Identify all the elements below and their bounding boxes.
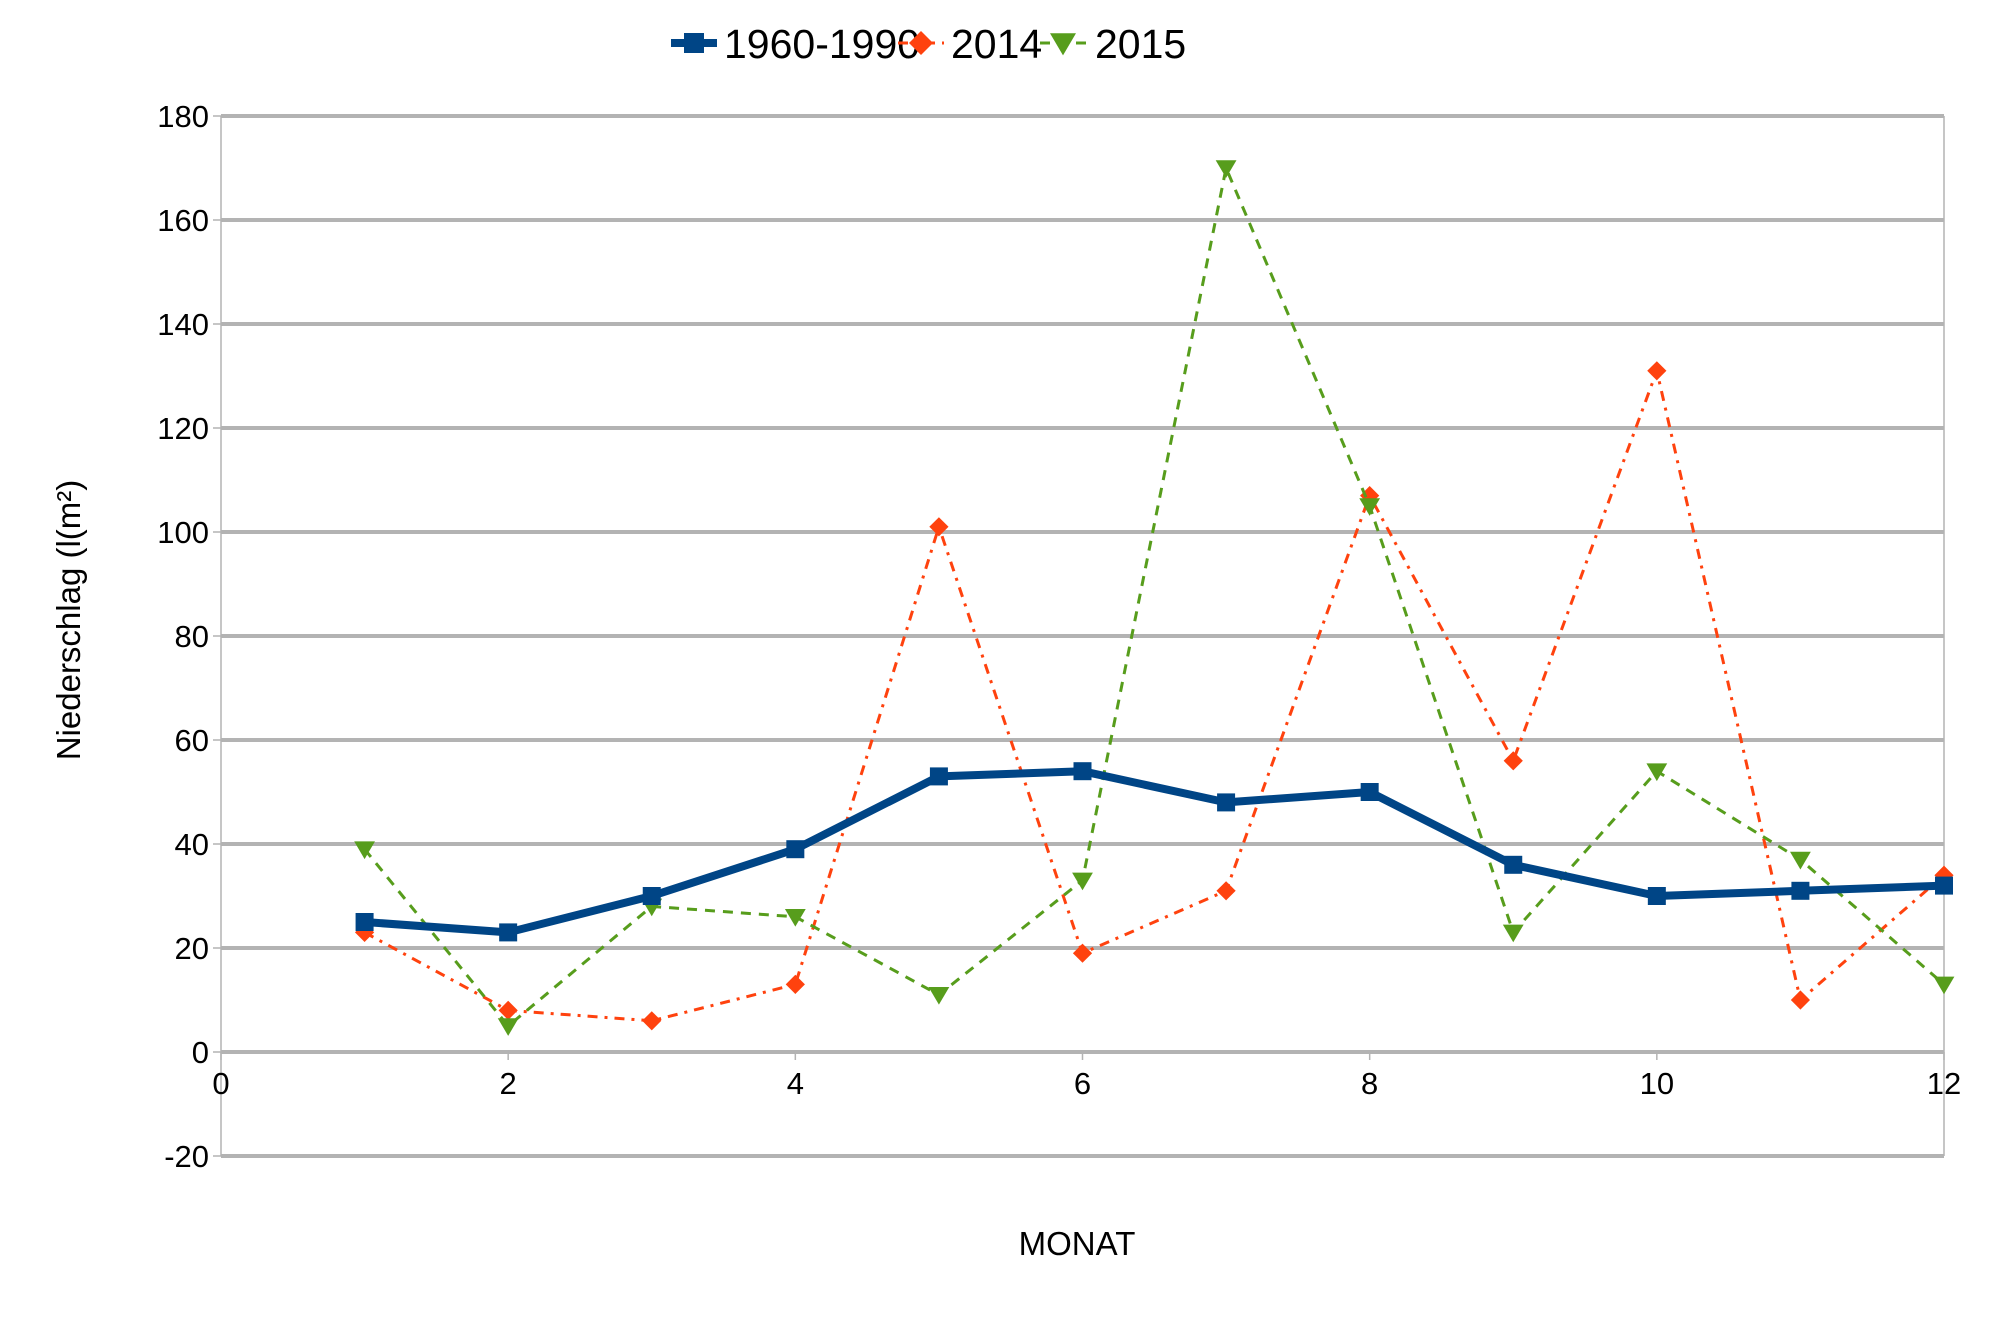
- x-tick-label: 2: [500, 1066, 517, 1101]
- x-tick-label: 12: [1927, 1066, 1961, 1101]
- y-tick-label: 60: [175, 723, 209, 758]
- data-point: [642, 1011, 662, 1031]
- y-tick-labels: -20 0 20 40 60 80 100 120 140 160 180: [157, 99, 209, 1174]
- x-axis-title: MONAT: [1019, 1225, 1136, 1262]
- series-2015: [354, 160, 1955, 1036]
- data-point: [499, 923, 518, 942]
- series-2014: [354, 361, 1954, 1031]
- x-tick-label: 8: [1361, 1066, 1378, 1101]
- y-tick-label: 80: [175, 619, 209, 654]
- data-point: [1790, 990, 1811, 1010]
- data-point: [1504, 855, 1523, 874]
- legend: 1960-1990 2014 2015: [671, 21, 1186, 67]
- series-1960-1990: [355, 762, 1953, 942]
- legend-item: 1960-1990: [671, 21, 920, 67]
- data-point: [1360, 783, 1379, 801]
- x-tick-labels: 0 2 4 6 8 10 12: [212, 1066, 1961, 1101]
- data-point: [785, 974, 805, 994]
- data-point: [1072, 943, 1093, 963]
- series-line: [363, 369, 1945, 1023]
- x-tick-label: 6: [1074, 1066, 1091, 1101]
- data-point: [355, 913, 374, 931]
- y-tick-label: 20: [175, 931, 209, 966]
- legend-marker: [684, 33, 704, 53]
- data-point: [1073, 762, 1092, 781]
- data-point: [497, 1018, 519, 1036]
- legend-label: 2014: [951, 21, 1042, 67]
- data-point: [1216, 881, 1236, 901]
- data-point: [1934, 865, 1954, 885]
- data-point: [1502, 924, 1524, 943]
- data-point: [1646, 763, 1668, 782]
- data-point: [498, 1000, 518, 1020]
- series-line: [364, 767, 1945, 937]
- y-tick-label: 180: [157, 99, 209, 134]
- series-group: [354, 160, 1955, 1036]
- data-point: [786, 840, 805, 859]
- data-point: [1503, 751, 1523, 771]
- data-point: [1935, 876, 1953, 895]
- data-point: [1933, 976, 1955, 995]
- data-point: [1217, 793, 1236, 812]
- y-tick-label: 100: [157, 515, 209, 550]
- y-tick-label: -20: [164, 1139, 209, 1174]
- legend-label: 2015: [1095, 21, 1186, 67]
- data-point: [642, 887, 661, 905]
- data-point: [928, 987, 950, 1005]
- data-point: [784, 909, 806, 927]
- data-point: [1359, 498, 1381, 516]
- data-point: [929, 767, 948, 786]
- data-point: [1647, 361, 1667, 381]
- legend-label: 1960-1990: [724, 21, 920, 67]
- legend-marker: [1050, 33, 1076, 56]
- data-point: [1790, 851, 1811, 870]
- data-point: [1791, 881, 1810, 900]
- data-point: [1647, 887, 1666, 905]
- y-tick-label: 120: [157, 411, 209, 446]
- y-tick-label: 140: [157, 307, 209, 342]
- legend-marker: [909, 31, 933, 55]
- x-tick-label: 4: [787, 1066, 804, 1101]
- x-tick-label: 10: [1640, 1066, 1674, 1101]
- x-tick-label: 0: [212, 1066, 229, 1101]
- data-point: [1215, 160, 1237, 178]
- y-tick-label: 160: [157, 203, 209, 238]
- legend-item: 2015: [1040, 21, 1186, 67]
- data-point: [1072, 872, 1093, 891]
- legend-item: 2014: [898, 21, 1042, 67]
- y-axis-title: Niederschlag (l(m²): [50, 480, 87, 761]
- data-point: [354, 922, 375, 942]
- data-point: [929, 517, 949, 537]
- series-line: [363, 166, 1945, 1028]
- gridlines: [221, 114, 1944, 1158]
- y-tick-label: 40: [175, 827, 209, 862]
- data-point: [354, 841, 375, 860]
- y-tick-label: 0: [192, 1035, 209, 1070]
